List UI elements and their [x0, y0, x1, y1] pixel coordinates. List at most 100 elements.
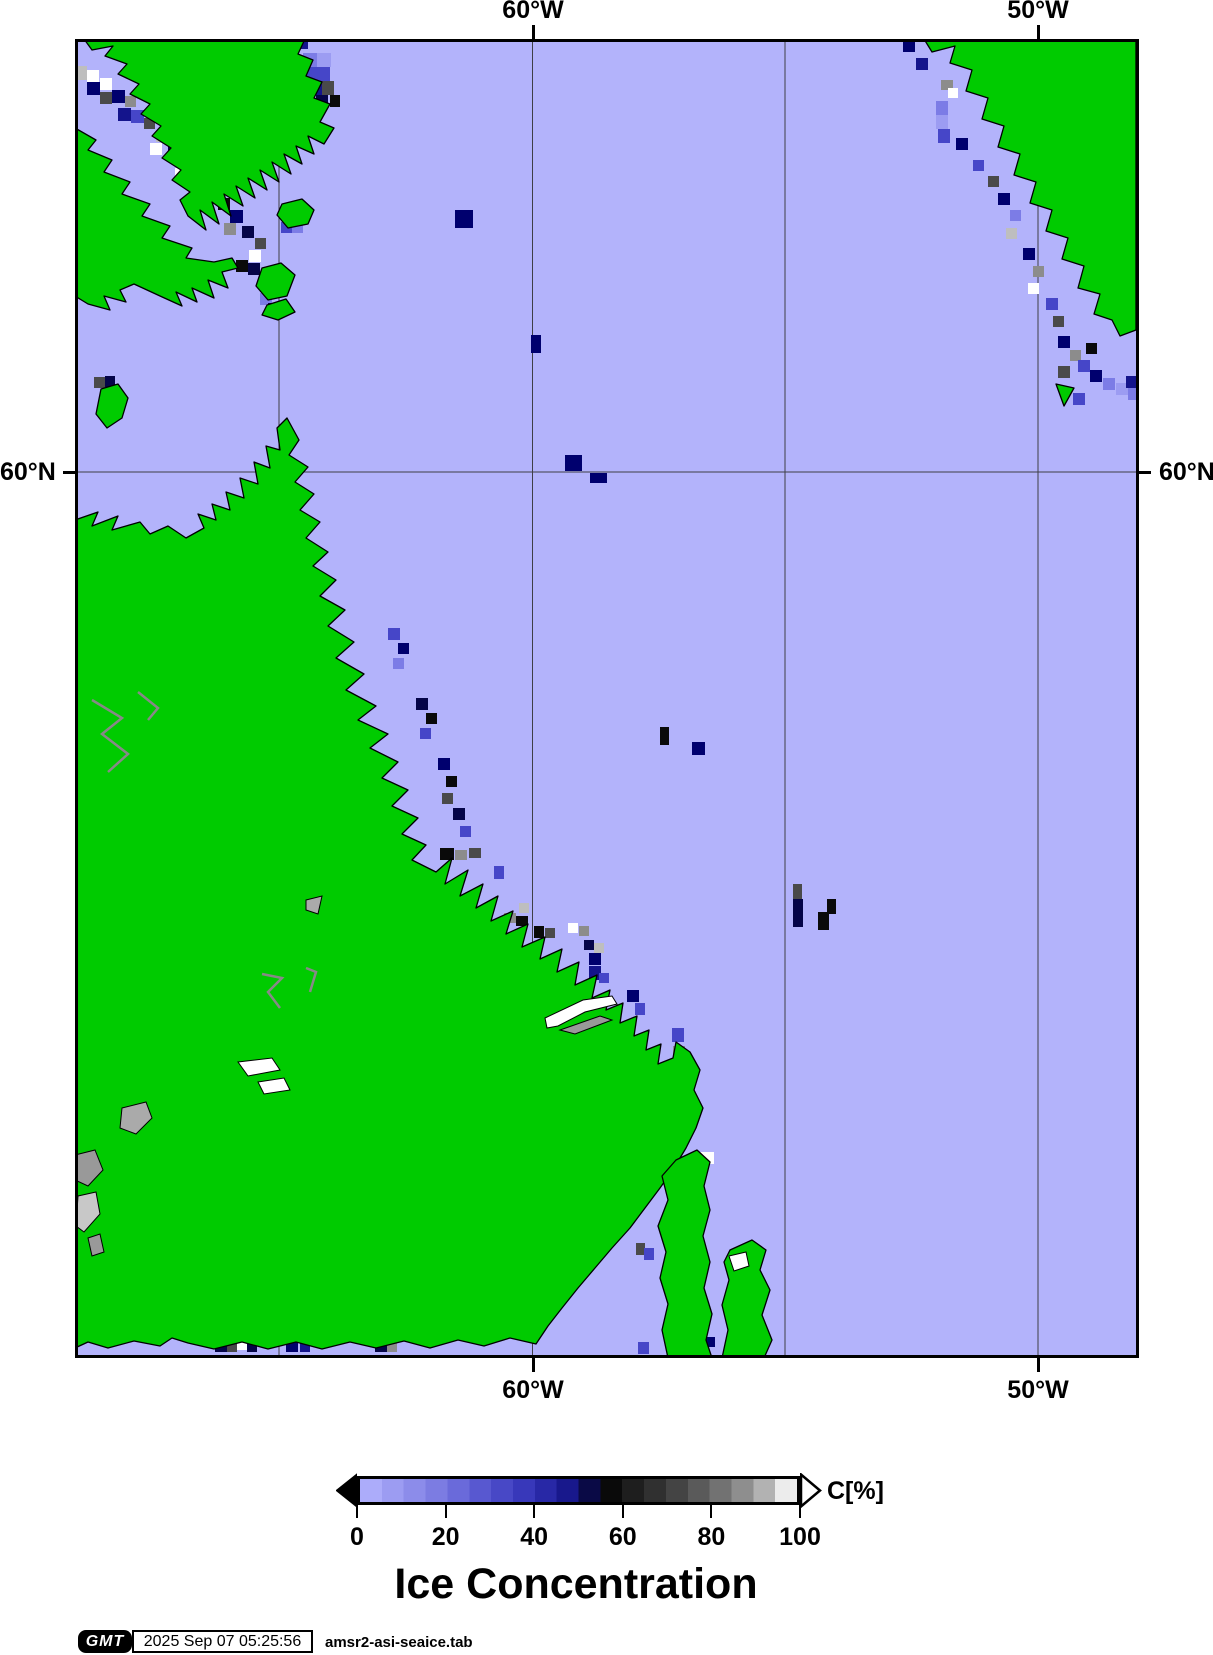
ice-pixel: [705, 1337, 715, 1347]
ice-pixel: [635, 1003, 645, 1015]
axis-tick-bottom: [1037, 1358, 1040, 1372]
colorbar-tick: [710, 1505, 713, 1518]
ice-pixel: [916, 58, 928, 70]
ice-pixel: [1028, 283, 1039, 294]
axis-tick-right: [1139, 471, 1151, 474]
timestamp-text: 2025 Sep 07 05:25:56: [143, 1632, 302, 1650]
ice-pixel: [827, 899, 836, 914]
ice-pixel: [565, 455, 582, 471]
colorbar-tick: [799, 1505, 801, 1518]
islet-greenland: [1055, 383, 1075, 407]
lake-squiggle: [91, 698, 130, 773]
ice-pixel: [446, 776, 457, 787]
ice-pixel: [589, 953, 601, 965]
ice-pixel: [131, 110, 144, 123]
island-small-1: [276, 198, 315, 229]
ice-pixel: [936, 115, 948, 129]
colorbar-tick-label: 60: [608, 1523, 637, 1551]
ice-pixel: [793, 899, 803, 927]
colorbar-left-arrow: [336, 1473, 357, 1508]
ice-pixel: [426, 713, 437, 724]
ice-pixel: [388, 628, 400, 640]
ice-pixel: [230, 210, 243, 223]
hamilton-inlet-white: [544, 995, 618, 1029]
ice-pixel: [1046, 298, 1058, 310]
axis-label-left: 60°N: [0, 458, 56, 486]
axis-label-bottom: 50°W: [1007, 1376, 1069, 1404]
ice-pixel: [1058, 366, 1070, 378]
ice-pixel: [1073, 393, 1085, 405]
ice-pixel: [322, 81, 334, 95]
lake-gray: [119, 1101, 153, 1135]
ice-pixel: [100, 92, 112, 104]
axis-tick-bottom: [532, 1358, 535, 1372]
lake-gray: [87, 1233, 105, 1257]
ice-pixel: [956, 138, 968, 150]
ice-pixel: [393, 658, 404, 669]
colorbar-tick: [533, 1505, 536, 1518]
landmass-labrador: [75, 417, 704, 1350]
lake-squiggle: [137, 691, 160, 721]
ice-pixel: [589, 966, 601, 980]
ice-pixel: [94, 377, 105, 388]
ice-pixel: [1070, 350, 1081, 361]
ice-pixel: [442, 793, 453, 804]
lake-white: [237, 1057, 281, 1077]
ice-pixel: [420, 728, 431, 739]
ice-pixel: [292, 222, 303, 233]
ice-pixel: [903, 40, 915, 52]
hamilton-inlet-gray: [558, 1015, 614, 1035]
ice-pixel: [579, 926, 589, 936]
colorbar-tick-label: 100: [779, 1523, 821, 1551]
map-frame-border: [75, 39, 1139, 1358]
ice-pixel: [660, 727, 669, 745]
colorbar-tick: [621, 1505, 624, 1518]
ice-pixel: [494, 866, 504, 879]
axis-label-bottom: 60°W: [502, 1376, 564, 1404]
ice-pixel: [247, 1340, 257, 1352]
ice-pixel: [1023, 248, 1035, 260]
axis-tick-left: [63, 471, 75, 474]
ice-pixel: [938, 129, 950, 143]
ice-pixel: [1006, 228, 1017, 239]
ice-pixel: [125, 96, 136, 107]
ice-pixel: [1033, 266, 1044, 277]
ice-pixel: [87, 82, 100, 95]
ice-pixel: [112, 90, 125, 103]
colorbar-tick-label: 0: [350, 1523, 364, 1551]
ice-pixel: [330, 95, 340, 107]
ice-pixel: [599, 973, 609, 983]
lake-squiggle: [305, 966, 318, 993]
colorbar-right-arrow: [800, 1473, 822, 1508]
ice-pixel: [936, 101, 948, 115]
ice-pixel: [1103, 378, 1115, 390]
ice-pixel: [531, 335, 541, 353]
ice-pixel: [948, 88, 958, 98]
ice-pixel: [672, 1028, 684, 1042]
ice-pixel: [988, 176, 999, 187]
ice-pixel: [568, 923, 578, 933]
ice-pixel: [100, 78, 112, 90]
colorbar-tick-label: 80: [697, 1523, 726, 1551]
ice-pixel: [1058, 336, 1070, 348]
island-left: [95, 383, 129, 429]
ice-pixel: [227, 1340, 237, 1352]
ice-pixel: [105, 376, 115, 387]
ice-pixel: [644, 1248, 654, 1260]
landmass-nf-strip: [657, 1149, 713, 1358]
islet-2: [261, 298, 296, 321]
ice-pixel: [998, 193, 1010, 205]
ice-pixel: [224, 223, 236, 235]
lake-gray: [305, 895, 323, 915]
ice-pixel: [300, 1342, 310, 1352]
lake-decoration-layer: [75, 691, 750, 1272]
ice-pixel: [1086, 343, 1097, 354]
timestamp-box: 2025 Sep 07 05:25:56: [132, 1630, 313, 1653]
ice-pixel: [438, 758, 450, 770]
ice-pixel: [534, 926, 544, 938]
ice-pixel: [627, 990, 639, 1002]
ice-pixel: [150, 143, 162, 155]
lake-squiggle: [261, 972, 285, 1009]
colorbar-unit-label: C[%]: [827, 1477, 884, 1505]
